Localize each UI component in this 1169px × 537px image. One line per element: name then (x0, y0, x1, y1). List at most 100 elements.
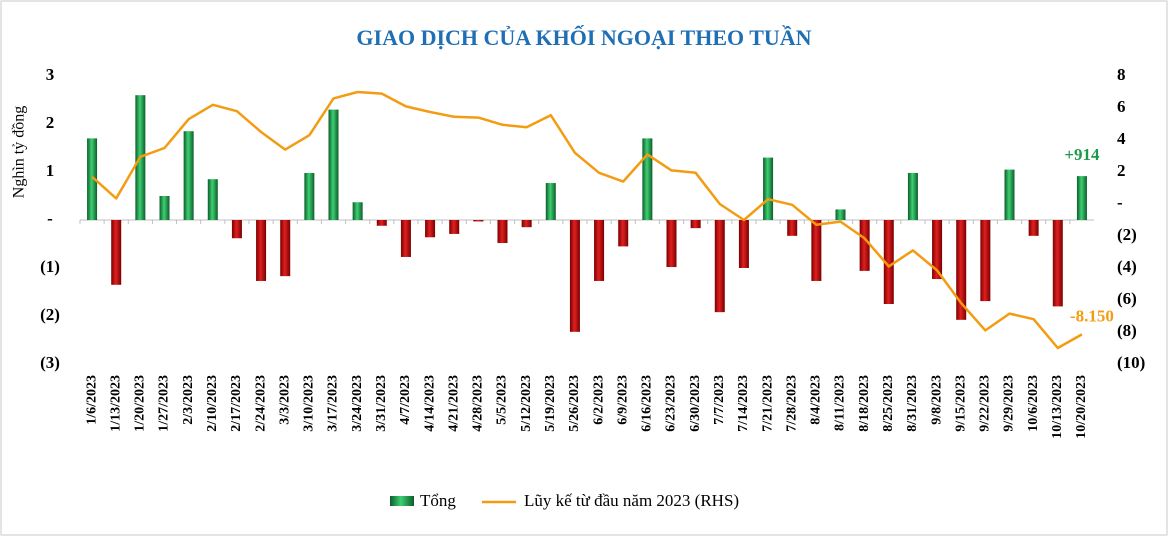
y2-tick-label: (8) (1117, 321, 1137, 340)
bar (497, 220, 508, 244)
legend-label: Tổng (420, 491, 456, 510)
x-tick-label: 2/24/2023 (253, 375, 268, 432)
bar (618, 220, 629, 247)
bar (859, 220, 870, 271)
x-tick-label: 2/10/2023 (205, 375, 220, 432)
x-tick-label: 10/13/2023 (1050, 375, 1065, 439)
x-tick-label: 8/4/2023 (809, 375, 824, 425)
x-tick-label: 8/18/2023 (857, 375, 872, 432)
x-tick-label: 7/21/2023 (760, 375, 775, 432)
bar (425, 220, 436, 238)
x-tick-label: 6/23/2023 (664, 375, 679, 432)
bar (545, 183, 556, 220)
x-tick-label: 5/5/2023 (495, 375, 510, 425)
x-tick-label: 3/24/2023 (350, 375, 365, 432)
bar (1052, 220, 1063, 307)
y2-tick-label: 8 (1117, 65, 1126, 84)
y2-tick-label: 6 (1117, 97, 1126, 116)
y-tick-label: - (47, 209, 53, 228)
legend-swatch (390, 496, 414, 506)
y-tick-label: 2 (46, 113, 55, 132)
x-tick-label: 8/11/2023 (833, 375, 848, 431)
bar (642, 138, 653, 220)
bar (328, 109, 339, 220)
x-tick-label: 7/28/2023 (784, 375, 799, 432)
x-tick-label: 3/17/2023 (326, 375, 341, 432)
y-tick-label: (1) (40, 257, 60, 276)
bar (738, 220, 749, 268)
bar (1076, 176, 1087, 220)
x-tick-label: 2/3/2023 (181, 375, 196, 425)
data-label: -8.150 (1070, 306, 1114, 325)
y-axis-label: Nghìn tỷ đồng (11, 106, 28, 198)
bar (256, 220, 267, 281)
y-tick-label: (3) (40, 353, 60, 372)
x-tick-label: 9/29/2023 (1002, 375, 1017, 432)
bar (1004, 169, 1015, 220)
bar (956, 220, 967, 320)
x-tick-label: 7/7/2023 (712, 375, 727, 425)
bar (521, 220, 532, 228)
y2-tick-label: (6) (1117, 289, 1137, 308)
y-tick-label: (2) (40, 305, 60, 324)
x-tick-label: 6/9/2023 (615, 375, 630, 425)
bar (690, 220, 701, 229)
bar (87, 138, 98, 220)
x-tick-label: 4/21/2023 (446, 375, 461, 432)
y2-tick-label: (4) (1117, 257, 1137, 276)
chart-title: GIAO DỊCH CỦA KHỐI NGOẠI THEO TUẦN (356, 25, 811, 50)
bar (159, 196, 170, 220)
x-tick-label: 6/2/2023 (591, 375, 606, 425)
y-tick-label: 3 (46, 65, 55, 84)
bar (932, 220, 943, 280)
x-tick-label: 4/14/2023 (422, 375, 437, 432)
legend-label: Lũy kế từ đầu năm 2023 (RHS) (524, 491, 739, 510)
x-tick-label: 1/27/2023 (157, 375, 172, 432)
x-tick-label: 9/15/2023 (953, 375, 968, 432)
bar (400, 220, 411, 257)
x-tick-label: 5/19/2023 (543, 375, 558, 432)
x-tick-label: 3/3/2023 (277, 375, 292, 425)
bar (207, 179, 218, 220)
bar (980, 220, 991, 302)
bar (883, 220, 894, 304)
bar (352, 202, 363, 220)
bar (811, 220, 822, 281)
bar (111, 220, 122, 285)
y2-tick-label: - (1117, 193, 1123, 212)
bar (787, 220, 798, 236)
bar (714, 220, 725, 313)
x-tick-label: 8/31/2023 (905, 375, 920, 432)
bar (835, 209, 846, 220)
bar (763, 157, 774, 220)
bar (304, 172, 315, 220)
x-tick-label: 1/6/2023 (84, 375, 99, 425)
bar (907, 172, 918, 220)
x-tick-label: 10/6/2023 (1026, 375, 1041, 432)
bar (1028, 220, 1039, 236)
x-tick-label: 3/31/2023 (374, 375, 389, 432)
bar (666, 220, 677, 268)
bar (473, 220, 484, 222)
x-tick-label: 9/22/2023 (978, 375, 993, 432)
bar (231, 220, 242, 239)
x-tick-label: 5/26/2023 (567, 375, 582, 432)
line (91, 90, 1083, 350)
x-tick-label: 6/30/2023 (688, 375, 703, 432)
x-tick-label: 7/14/2023 (736, 375, 751, 432)
data-label: +914 (1064, 145, 1100, 164)
bar (376, 220, 387, 226)
x-tick-label: 2/17/2023 (229, 375, 244, 432)
x-tick-label: 4/28/2023 (471, 375, 486, 432)
y2-tick-label: (10) (1117, 353, 1145, 372)
x-tick-label: 1/20/2023 (133, 375, 148, 432)
bar (280, 220, 291, 277)
x-tick-label: 4/7/2023 (398, 375, 413, 425)
y2-tick-label: 2 (1117, 161, 1126, 180)
x-tick-label: 8/25/2023 (881, 375, 896, 432)
x-tick-label: 1/13/2023 (108, 375, 123, 432)
x-tick-label: 9/8/2023 (929, 375, 944, 425)
y-tick-label: 1 (46, 161, 55, 180)
